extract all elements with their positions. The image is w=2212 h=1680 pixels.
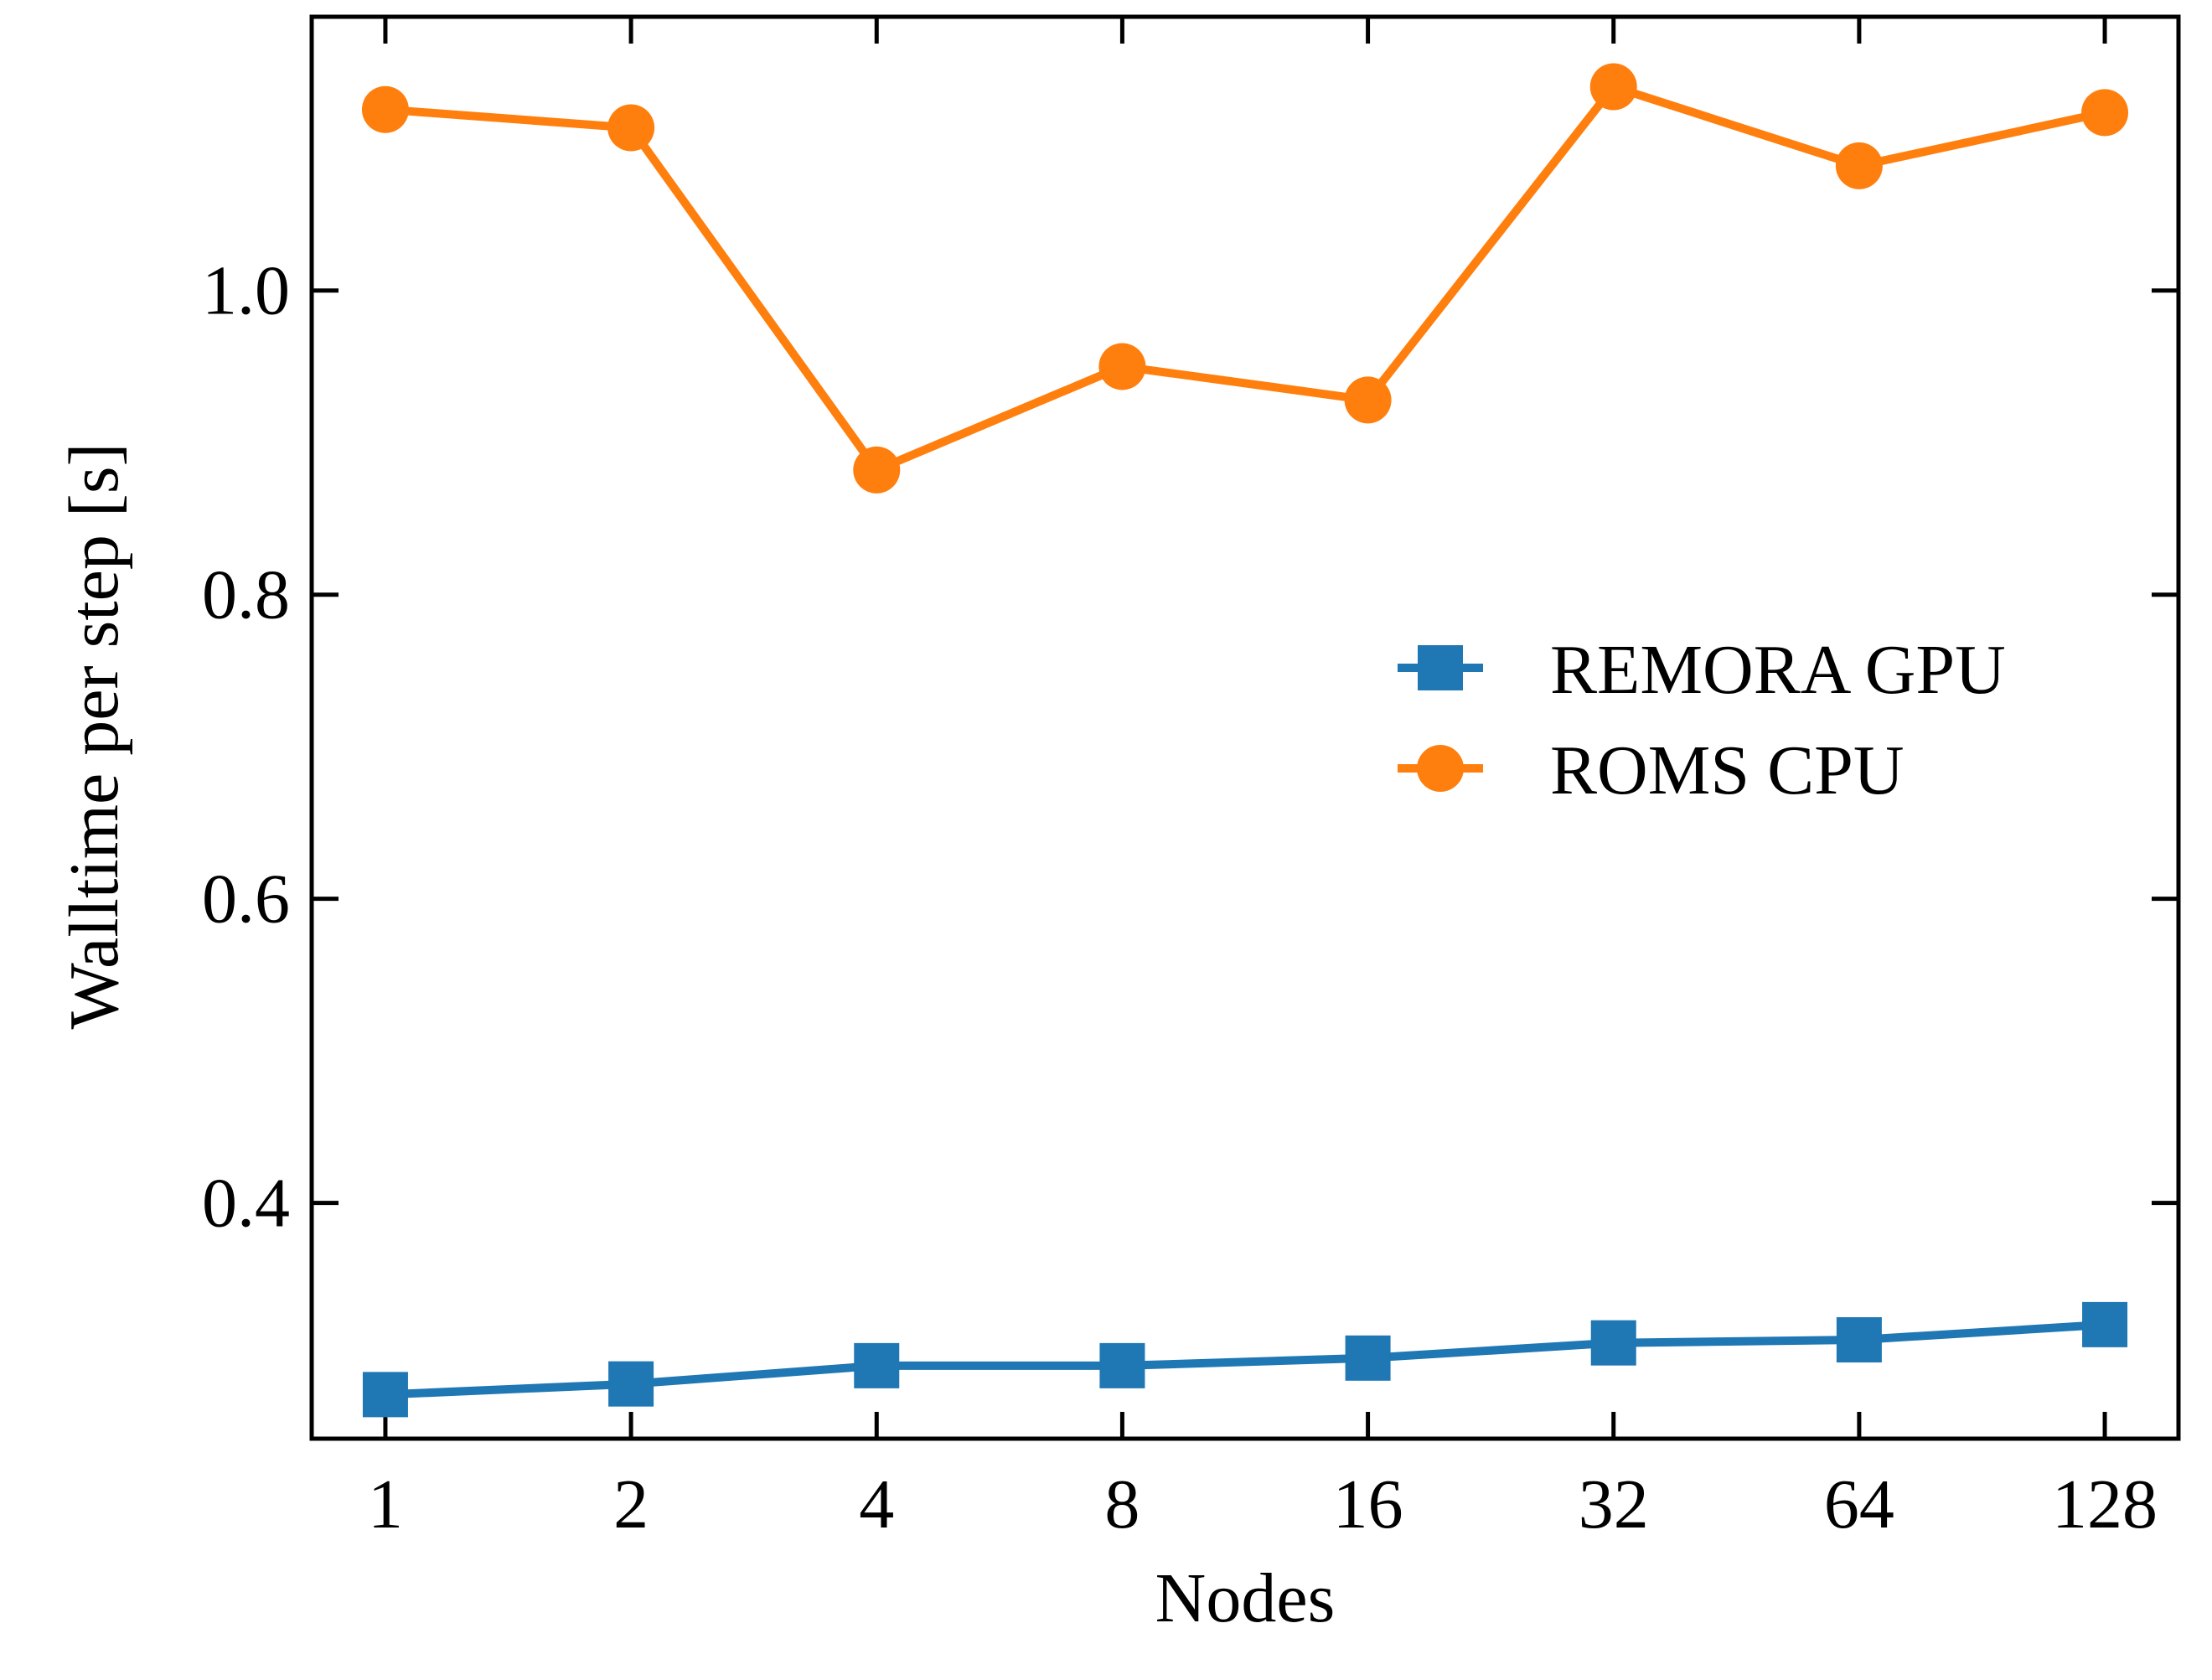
y-tick-label: 0.4 (202, 1165, 290, 1243)
legend-label: REMORA GPU (1550, 631, 2006, 709)
x-tick-label: 16 (1333, 1465, 1403, 1543)
axis-ticks (312, 17, 2178, 1439)
data-point (1099, 1342, 1145, 1388)
x-tick-label: 128 (2052, 1465, 2158, 1543)
data-point (1098, 343, 1146, 390)
x-tick-label: 1 (368, 1465, 403, 1543)
data-point (362, 1372, 408, 1418)
series-line (385, 1320, 2106, 1399)
data-point (1590, 1320, 1636, 1366)
legend: REMORA GPU ROMS CPU (1398, 631, 2006, 809)
series-remora-gpu (362, 1301, 2128, 1418)
series-layer (361, 63, 2129, 1418)
legend-item: REMORA GPU (1398, 631, 2006, 709)
data-point (1345, 1335, 1391, 1381)
y-tick-label: 0.8 (202, 556, 290, 634)
data-point (1344, 376, 1392, 424)
y-tick-label: 0.6 (202, 861, 290, 938)
x-tick-label: 8 (1104, 1465, 1140, 1543)
x-tick-labels: 1 2 4 8 16 32 64 128 (368, 1465, 2158, 1543)
data-point (1589, 63, 1637, 111)
data-point (2081, 89, 2129, 137)
x-tick-label: 2 (613, 1465, 649, 1543)
legend-marker (1418, 645, 1463, 690)
series-roms-cpu (361, 63, 2129, 494)
legend-label: ROMS CPU (1550, 731, 1904, 809)
data-point (608, 1361, 654, 1407)
data-point (854, 1342, 900, 1388)
data-point (1836, 1317, 1882, 1363)
y-axis-label: Walltime per step [s] (55, 442, 133, 1029)
plot-frame (309, 14, 2181, 1441)
x-tick-label: 32 (1579, 1465, 1649, 1543)
data-point (1835, 142, 1883, 189)
data-point (607, 104, 655, 152)
x-tick-label: 64 (1824, 1465, 1894, 1543)
x-tick-label: 4 (859, 1465, 894, 1543)
legend-item: ROMS CPU (1398, 731, 1904, 809)
data-point (2082, 1301, 2128, 1347)
data-point (853, 446, 901, 494)
data-point (361, 85, 409, 133)
x-axis-label: Nodes (1155, 1559, 1336, 1637)
series-line (385, 82, 2106, 474)
y-tick-label: 1.0 (202, 252, 290, 330)
y-tick-labels: 0.4 0.6 0.8 1.0 (202, 252, 290, 1243)
legend-marker (1417, 745, 1464, 792)
